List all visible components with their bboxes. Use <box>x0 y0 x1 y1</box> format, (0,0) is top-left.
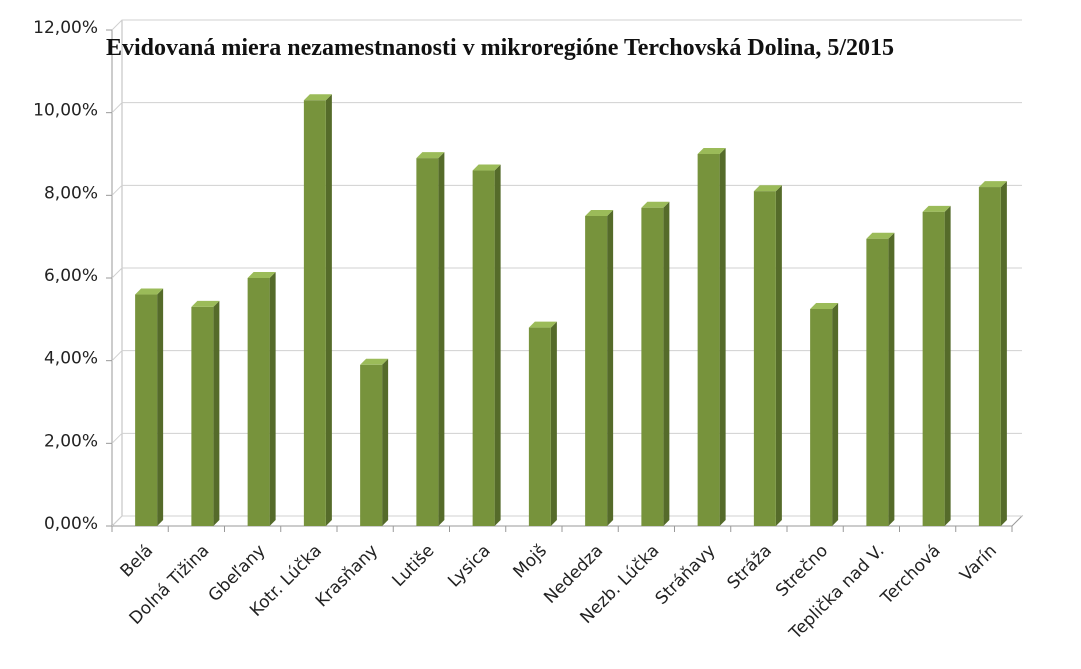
bar <box>416 152 445 526</box>
x-tick-label: Varín <box>956 541 1001 586</box>
bar-top <box>978 181 1007 188</box>
x-tick-label: Lutiše <box>388 541 438 591</box>
bar-front <box>753 191 776 526</box>
y-tick-label: 0,00% <box>44 514 98 534</box>
bar <box>135 288 164 526</box>
y-tick-label: 10,00% <box>33 101 98 121</box>
x-tick-label: Terchová <box>876 541 944 609</box>
bar <box>472 164 501 527</box>
grid-line <box>111 184 1022 196</box>
bar-top <box>135 288 164 295</box>
bar-top <box>753 185 782 192</box>
y-tick-label: 6,00% <box>44 266 98 286</box>
bar <box>753 185 782 526</box>
bar-top <box>528 321 557 328</box>
x-tick-label: Krasňany <box>312 541 382 611</box>
bar-top <box>922 205 951 212</box>
bar <box>360 358 389 526</box>
bar-front <box>922 211 945 526</box>
bar-front <box>191 306 214 526</box>
bar-side <box>157 288 164 526</box>
grid-line <box>111 19 1022 31</box>
bar <box>641 201 670 526</box>
bar-top <box>866 232 895 239</box>
bar-side <box>382 358 389 526</box>
bar-top <box>416 152 445 159</box>
bar-side <box>719 148 726 526</box>
bar-front <box>472 170 495 527</box>
chart-title: Evidovaná miera nezamestnanosti v mikror… <box>105 35 895 61</box>
bar-top <box>585 210 614 216</box>
bar-side <box>1000 181 1007 527</box>
bar-side <box>213 300 220 526</box>
bar-top <box>641 201 670 208</box>
bar <box>866 232 895 526</box>
bar <box>191 300 220 526</box>
bar-top <box>303 94 332 101</box>
grid-line <box>111 102 1022 114</box>
bar-front <box>247 278 270 526</box>
bar-side <box>269 272 276 526</box>
bar-front <box>416 158 439 526</box>
bar <box>303 94 332 527</box>
x-tick-label: Stráňavy <box>652 541 720 609</box>
bar <box>247 272 276 526</box>
bar <box>810 303 839 526</box>
bar-side <box>888 232 895 526</box>
bar-front <box>303 100 326 527</box>
bar-front <box>810 309 833 526</box>
bar <box>585 210 614 526</box>
x-tick-label: Mojš <box>509 541 551 583</box>
bar-front <box>697 154 720 526</box>
bar-side <box>832 303 839 526</box>
bar-front <box>978 187 1001 527</box>
bar-side <box>663 201 670 526</box>
bar-front <box>135 294 158 526</box>
bar-front <box>641 207 664 526</box>
x-tick-label: Belá <box>117 541 157 581</box>
y-tick-label: 12,00% <box>33 18 98 38</box>
bar <box>697 148 726 526</box>
bar-side <box>438 152 445 526</box>
x-tick-label: Teplička nad V. <box>785 541 888 644</box>
bar <box>528 321 557 526</box>
bar <box>978 181 1007 527</box>
bar-front <box>528 327 551 526</box>
bar-front <box>866 238 889 526</box>
bar-top <box>697 148 726 154</box>
bar-side <box>550 321 557 526</box>
bar-side <box>494 164 501 527</box>
bar-top <box>191 300 220 307</box>
bar-side <box>775 185 782 526</box>
y-tick-label: 2,00% <box>44 431 98 451</box>
bar <box>922 205 951 526</box>
y-tick-label: 8,00% <box>44 183 98 203</box>
bar-top <box>247 272 276 278</box>
x-tick-label: Lysica <box>444 541 494 591</box>
y-tick-label: 4,00% <box>44 349 98 369</box>
bar-top <box>360 358 389 365</box>
bar-top <box>810 303 839 309</box>
bar-side <box>325 94 332 527</box>
bar-side <box>607 210 614 526</box>
bar-front <box>585 216 608 526</box>
bar-front <box>360 364 383 526</box>
bar-side <box>944 205 951 526</box>
x-tick-label: Stráža <box>723 541 775 593</box>
bar-top <box>472 164 501 171</box>
